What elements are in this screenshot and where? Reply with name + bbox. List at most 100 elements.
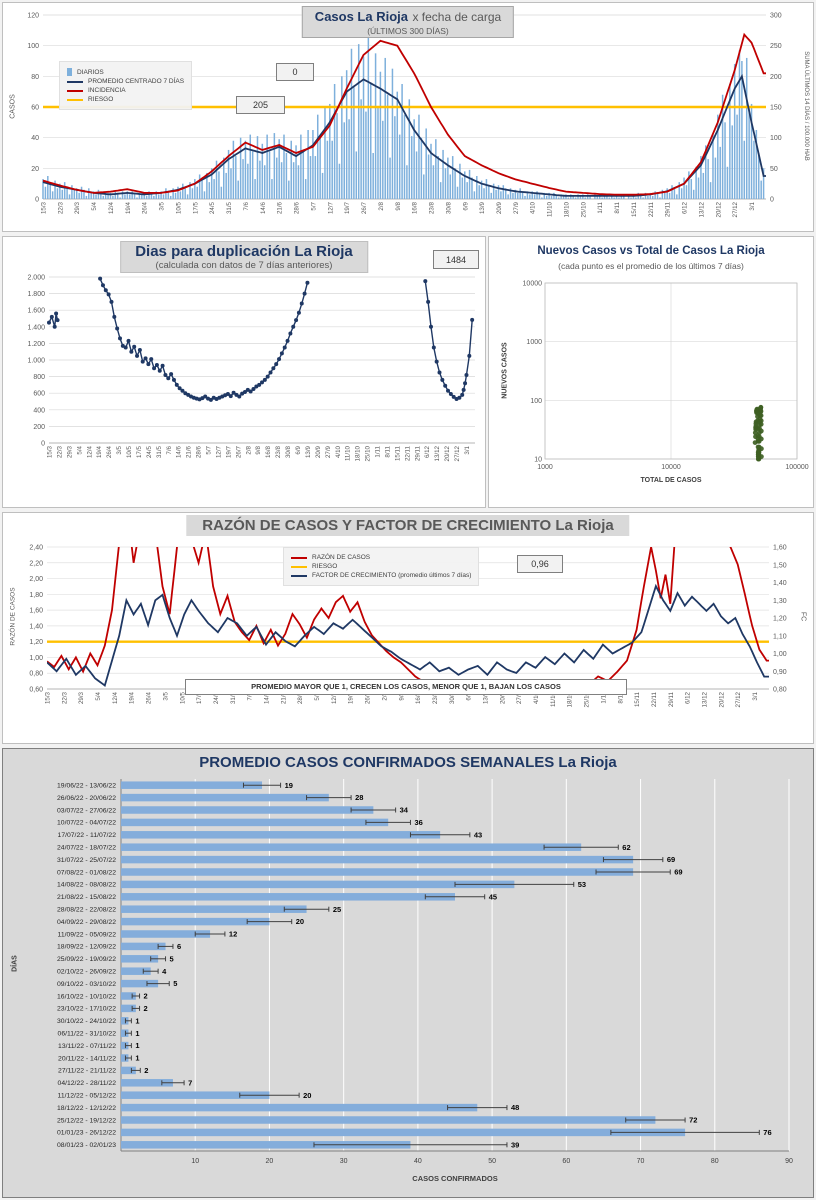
svg-text:2: 2: [144, 1004, 148, 1013]
svg-text:76: 76: [763, 1128, 771, 1137]
svg-text:18/10: 18/10: [355, 445, 362, 461]
svg-text:2.000: 2.000: [27, 275, 45, 282]
svg-text:7/6: 7/6: [247, 691, 254, 700]
svg-text:19/4: 19/4: [129, 691, 136, 704]
svg-text:1.400: 1.400: [27, 324, 45, 331]
svg-text:5/4: 5/4: [95, 691, 102, 700]
svg-text:27/11/22 - 21/11/22: 27/11/22 - 21/11/22: [58, 1068, 116, 1075]
svg-text:4/10: 4/10: [533, 691, 540, 704]
value-box-incidencia: 205: [236, 96, 285, 114]
panel-duplicacion-title: Dias para duplicación La Rioja (calculad…: [120, 241, 368, 273]
legend-item-razon: RAZÓN DE CASOS: [291, 554, 471, 561]
svg-text:250: 250: [770, 43, 782, 50]
svg-text:5: 5: [173, 979, 177, 988]
svg-text:19/7: 19/7: [225, 445, 232, 458]
svg-text:25/10: 25/10: [580, 201, 587, 217]
svg-text:1.000: 1.000: [27, 358, 45, 365]
chart-duplicacion: 0 200 400 600 800 1.000 1.200 1.400 1.600 1.800 2.…: [27, 275, 475, 461]
svg-text:18/09/22 - 12/09/22: 18/09/22 - 12/09/22: [57, 944, 116, 951]
svg-text:30/8: 30/8: [445, 201, 452, 214]
svg-text:4: 4: [162, 967, 167, 976]
svg-text:13/9: 13/9: [483, 691, 490, 704]
svg-text:48: 48: [511, 1103, 519, 1112]
svg-text:1/11: 1/11: [600, 691, 607, 703]
svg-text:1: 1: [135, 1041, 139, 1050]
svg-text:26/06/22 - 20/06/22: 26/06/22 - 20/06/22: [57, 795, 116, 802]
panel-duplicacion: 0 200 400 600 800 1.000 1.200 1.400 1.600 1.800 2.…: [2, 236, 486, 508]
svg-text:50: 50: [770, 166, 778, 173]
svg-text:27/9: 27/9: [513, 201, 520, 214]
svg-text:12/7: 12/7: [331, 691, 338, 704]
svg-text:11/09/22 - 05/09/22: 11/09/22 - 05/09/22: [58, 931, 117, 938]
svg-text:2,20: 2,20: [29, 560, 43, 567]
panel-razon-fc: 0,60 0,80 1,00 1,20 1,40 1,60 1,80 2,00 2,20 2,40…: [2, 512, 814, 744]
title-casos: Casos La Rioja: [314, 9, 409, 24]
svg-text:53: 53: [578, 880, 586, 889]
svg-text:1.600: 1.600: [27, 308, 45, 315]
svg-text:17/5: 17/5: [196, 691, 203, 704]
svg-text:5/7: 5/7: [206, 445, 213, 454]
svg-text:3/1: 3/1: [464, 445, 471, 454]
svg-text:21/6: 21/6: [277, 201, 284, 214]
svg-text:26/4: 26/4: [106, 445, 113, 458]
svg-text:10/07/22 - 04/07/22: 10/07/22 - 04/07/22: [57, 820, 116, 827]
svg-text:29/3: 29/3: [74, 201, 81, 214]
svg-text:2/8: 2/8: [245, 445, 252, 454]
value-box-casos-hoy: 0: [276, 63, 314, 81]
legend-item-fc: FACTOR DE CRECIMIENTO (promedio últimos …: [291, 572, 471, 579]
svg-text:36: 36: [414, 818, 422, 827]
svg-text:10/5: 10/5: [179, 691, 186, 704]
svg-text:6/9: 6/9: [295, 445, 302, 454]
xlabel-total-casos: TOTAL DE CASOS: [640, 477, 702, 484]
svg-text:1,50: 1,50: [773, 562, 787, 569]
svg-text:6/9: 6/9: [462, 201, 469, 210]
svg-text:20/9: 20/9: [315, 445, 322, 458]
svg-text:400: 400: [33, 407, 45, 414]
svg-text:11/12/22 - 05/12/22: 11/12/22 - 05/12/22: [58, 1093, 117, 1100]
svg-text:0: 0: [35, 197, 39, 204]
svg-text:22/3: 22/3: [61, 691, 68, 704]
svg-text:3/5: 3/5: [162, 691, 169, 700]
svg-text:72: 72: [689, 1116, 697, 1125]
svg-text:28/6: 28/6: [196, 445, 203, 458]
panel-razon-fc-title: RAZÓN DE CASOS Y FACTOR DE CRECIMIENTO L…: [186, 515, 630, 536]
svg-text:04/09/22 - 29/08/22: 04/09/22 - 29/08/22: [57, 919, 116, 926]
svg-text:27/9: 27/9: [516, 691, 523, 704]
svg-text:5/4: 5/4: [91, 201, 98, 210]
svg-text:27/12: 27/12: [732, 201, 739, 217]
svg-text:27/9: 27/9: [325, 445, 332, 458]
svg-text:31/5: 31/5: [156, 445, 163, 458]
svg-text:10000: 10000: [661, 464, 681, 471]
svg-text:17/07/22 - 11/07/22: 17/07/22 - 11/07/22: [58, 832, 117, 839]
svg-text:20/12: 20/12: [718, 691, 725, 707]
svg-text:19/06/22 - 13/06/22: 19/06/22 - 13/06/22: [57, 783, 116, 790]
svg-text:100: 100: [530, 398, 542, 405]
svg-text:18/12/22 - 12/12/22: 18/12/22 - 12/12/22: [57, 1105, 116, 1112]
svg-text:19/4: 19/4: [96, 445, 103, 458]
svg-text:29/11: 29/11: [668, 691, 675, 707]
svg-text:25/09/22 - 19/09/22: 25/09/22 - 19/09/22: [57, 956, 116, 963]
line-swatch-icon: [67, 98, 83, 101]
svg-text:8/11: 8/11: [384, 445, 391, 457]
svg-text:1: 1: [135, 1029, 139, 1038]
svg-text:9/8: 9/8: [395, 201, 402, 210]
svg-text:1: 1: [135, 1054, 139, 1063]
svg-text:9/8: 9/8: [255, 445, 262, 454]
svg-text:04/12/22 - 28/11/22: 04/12/22 - 28/11/22: [58, 1080, 117, 1087]
svg-text:30/10/22 - 24/10/22: 30/10/22 - 24/10/22: [57, 1018, 116, 1025]
legend-casos: DIARIOS PROMEDIO CENTRADO 7 DÍAS INCIDEN…: [59, 61, 193, 110]
svg-text:600: 600: [33, 391, 45, 398]
svg-text:45: 45: [489, 892, 497, 901]
legend-razon-fc: RAZÓN DE CASOS RIESGO FACTOR DE CRECIMIE…: [283, 547, 480, 586]
svg-text:2: 2: [144, 992, 148, 1001]
svg-text:03/07/22 - 27/06/22: 03/07/22 - 27/06/22: [57, 807, 116, 814]
svg-text:0,80: 0,80: [29, 671, 43, 678]
svg-text:10: 10: [534, 457, 542, 464]
svg-text:43: 43: [474, 830, 482, 839]
svg-text:22/11: 22/11: [648, 201, 655, 217]
svg-text:24/5: 24/5: [213, 691, 220, 704]
svg-text:2/8: 2/8: [381, 691, 388, 700]
svg-text:25/12/22 - 19/12/22: 25/12/22 - 19/12/22: [57, 1117, 116, 1124]
svg-text:24/07/22 - 18/07/22: 24/07/22 - 18/07/22: [57, 845, 116, 852]
svg-text:69: 69: [667, 855, 675, 864]
